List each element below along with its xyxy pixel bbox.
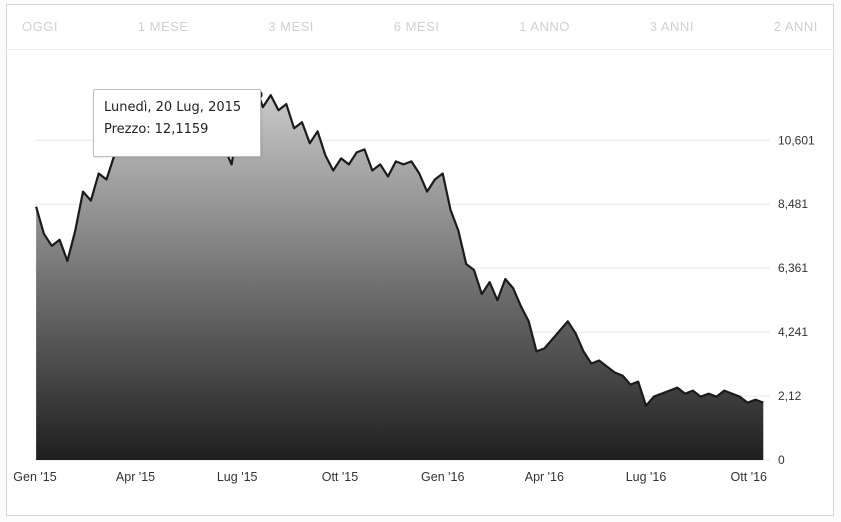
range-button-1-anno[interactable]: 1 ANNO (519, 19, 570, 34)
range-button-oggi[interactable]: OGGI (22, 19, 58, 34)
range-button-3-anni[interactable]: 3 ANNI (649, 19, 694, 34)
y-tick-label-3: 6,361 (778, 261, 808, 275)
tooltip-price-value: 12,1159 (154, 122, 209, 137)
x-tick-label-5: Apr '16 (525, 470, 564, 484)
tooltip-date: Lunedì, 20 Lug, 2015 (104, 100, 242, 115)
price-tooltip: Lunedì, 20 Lug, 2015 Prezzo: 12,1159 (93, 89, 261, 157)
range-selector: OGGI 1 MESE 3 MESI 6 MESI 1 ANNO 3 ANNI … (6, 4, 834, 50)
tooltip-price-label: Prezzo: (104, 122, 151, 137)
x-tick-label-3: Ott '15 (322, 470, 358, 484)
y-tick-label-5: 10,601 (778, 133, 815, 147)
range-button-3-mesi[interactable]: 3 MESI (268, 19, 314, 34)
x-tick-label-2: Lug '15 (217, 470, 258, 484)
range-button-1-mese[interactable]: 1 MESE (137, 19, 189, 34)
y-axis: 0 2,12 4,241 6,361 8,481 10,601 (778, 133, 815, 467)
tooltip-price-row: Prezzo: 12,1159 (104, 119, 250, 141)
range-button-6-mesi[interactable]: 6 MESI (393, 19, 440, 34)
y-tick-label-1: 2,12 (778, 389, 802, 403)
x-tick-label-0: Gen '15 (13, 470, 56, 484)
x-tick-label-1: Apr '15 (116, 470, 155, 484)
price-area (36, 94, 764, 460)
y-tick-label-4: 8,481 (778, 197, 808, 211)
range-button-2-anni[interactable]: 2 ANNI (773, 19, 818, 34)
x-axis: Gen '15 Apr '15 Lug '15 Ott '15 Gen '16 Apr '… (13, 470, 767, 484)
x-tick-label-7: Ott '16 (731, 470, 767, 484)
x-tick-label-4: Gen '16 (421, 470, 464, 484)
y-tick-label-0: 0 (778, 453, 785, 467)
y-tick-label-2: 4,241 (778, 325, 808, 339)
x-tick-label-6: Lug '16 (626, 470, 667, 484)
